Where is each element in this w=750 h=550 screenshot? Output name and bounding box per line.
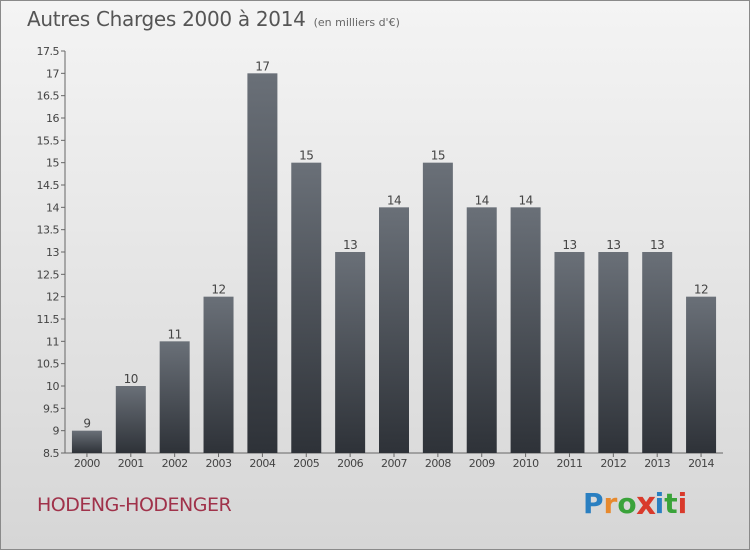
- x-tick-label: 2009: [469, 457, 495, 470]
- bar: [159, 341, 190, 453]
- data-label: 12: [694, 283, 708, 297]
- data-label: 10: [124, 372, 138, 386]
- y-tick-label: 12.5: [37, 268, 60, 281]
- logo-letter: x: [635, 485, 656, 522]
- bar: [642, 252, 673, 453]
- bar: [379, 207, 409, 453]
- y-tick-label: 15: [46, 157, 59, 170]
- y-tick-label: 10.5: [37, 358, 60, 371]
- data-label: 15: [299, 149, 313, 163]
- y-tick-label: 14.5: [37, 179, 60, 192]
- x-tick-label: 2001: [118, 457, 144, 470]
- y-tick-label: 17.5: [37, 45, 60, 58]
- y-tick-label: 16.5: [37, 90, 60, 103]
- chart-title-text: Autres Charges 2000 à 2014: [27, 7, 306, 31]
- logo-letter: i: [677, 487, 688, 520]
- y-tick-label: 9.5: [43, 402, 59, 415]
- x-tick-label: 2011: [556, 457, 582, 470]
- town-name: HODENG-HODENGER: [37, 494, 232, 516]
- data-label: 14: [518, 193, 532, 207]
- x-tick-label: 2004: [249, 457, 275, 470]
- proxiti-logo: Proxiti: [583, 485, 688, 522]
- y-tick-label: 8.5: [43, 447, 59, 460]
- y-tick-label: 10: [46, 380, 59, 393]
- y-tick-label: 14: [46, 201, 59, 214]
- y-tick-label: 11: [46, 335, 59, 348]
- data-label: 14: [387, 193, 401, 207]
- y-tick-label: 12: [46, 291, 59, 304]
- data-label: 15: [431, 149, 445, 163]
- bar: [598, 252, 629, 453]
- data-label: 13: [650, 238, 664, 252]
- y-tick-label: 11.5: [37, 313, 60, 326]
- x-tick-label: 2003: [206, 457, 232, 470]
- bar: [71, 430, 102, 453]
- logo-letter: o: [617, 487, 637, 520]
- x-tick-label: 2002: [162, 457, 188, 470]
- logo-letter: t: [664, 487, 678, 520]
- bar: [466, 207, 497, 453]
- bar: [554, 252, 585, 453]
- y-tick-label: 13.5: [37, 224, 60, 237]
- bar: [291, 162, 322, 453]
- chart-unit: (en milliers d'€): [313, 16, 400, 29]
- data-label: 13: [562, 238, 576, 252]
- x-tick-label: 2013: [644, 457, 670, 470]
- data-label: 13: [606, 238, 620, 252]
- x-tick-label: 2005: [293, 457, 319, 470]
- bar: [203, 296, 234, 453]
- logo-letter: r: [603, 487, 618, 520]
- y-tick-label: 13: [46, 246, 59, 259]
- x-tick-label: 2007: [381, 457, 407, 470]
- x-tick-label: 2006: [337, 457, 363, 470]
- data-label: 11: [168, 327, 182, 341]
- bar: [335, 252, 366, 453]
- bar: [247, 73, 278, 453]
- y-tick-label: 9: [53, 425, 60, 438]
- bar: [115, 386, 146, 453]
- x-tick-label: 2010: [513, 457, 539, 470]
- data-label: 12: [211, 283, 225, 297]
- bar: [510, 207, 541, 453]
- x-tick-label: 2014: [688, 457, 714, 470]
- data-label: 9: [83, 417, 90, 431]
- y-tick-label: 16: [46, 112, 59, 125]
- x-tick-label: 2000: [74, 457, 100, 470]
- y-tick-label: 17: [46, 67, 59, 80]
- x-tick-label: 2008: [425, 457, 451, 470]
- chart-title: Autres Charges 2000 à 2014 (en milliers d…: [27, 7, 400, 31]
- bar: [422, 162, 453, 453]
- data-label: 14: [475, 193, 489, 207]
- data-label: 13: [343, 238, 357, 252]
- x-tick-label: 2012: [600, 457, 626, 470]
- data-label: 17: [255, 59, 269, 73]
- logo-letter: P: [583, 487, 604, 520]
- logo-letter: i: [654, 487, 665, 520]
- bar: [686, 296, 717, 453]
- y-tick-label: 15.5: [37, 134, 60, 147]
